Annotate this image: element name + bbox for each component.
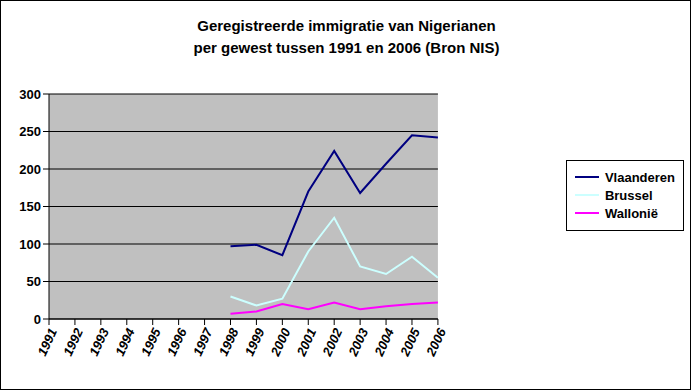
svg-text:300: 300 — [19, 87, 41, 102]
svg-text:1993: 1993 — [86, 325, 112, 358]
svg-text:150: 150 — [19, 199, 41, 214]
svg-text:2006: 2006 — [423, 325, 450, 359]
svg-text:100: 100 — [19, 237, 41, 252]
svg-text:1996: 1996 — [164, 325, 190, 358]
svg-text:1992: 1992 — [60, 325, 86, 358]
svg-text:200: 200 — [19, 162, 41, 177]
svg-text:2000: 2000 — [267, 325, 294, 359]
svg-text:1999: 1999 — [242, 325, 268, 358]
svg-text:1995: 1995 — [138, 325, 164, 358]
html-text:Wallonië: Wallonië — [604, 205, 658, 221]
svg-text:1991: 1991 — [34, 326, 60, 359]
svg-text:2004: 2004 — [371, 325, 398, 359]
html-text:Vlaanderen: Vlaanderen — [604, 169, 675, 185]
html-text:Brussel: Brussel — [604, 187, 653, 203]
svg-text:1994: 1994 — [112, 325, 138, 358]
svg-text:50: 50 — [27, 274, 41, 289]
svg-text:250: 250 — [19, 124, 41, 139]
svg-text:2001: 2001 — [293, 326, 319, 359]
svg-text:1998: 1998 — [216, 325, 242, 358]
svg-text:1997: 1997 — [190, 325, 216, 358]
svg-text:2005: 2005 — [397, 325, 424, 359]
svg-text:2002: 2002 — [319, 325, 346, 359]
svg-text:0: 0 — [34, 312, 41, 327]
html-text:per gewest tussen 1991 en 2006: per gewest tussen 1991 en 2006 (Bron NIS… — [193, 39, 500, 56]
svg-text:2003: 2003 — [345, 325, 372, 359]
html-text:Geregistreerde immigratie van: Geregistreerde immigratie van Nigerianen — [197, 17, 496, 34]
